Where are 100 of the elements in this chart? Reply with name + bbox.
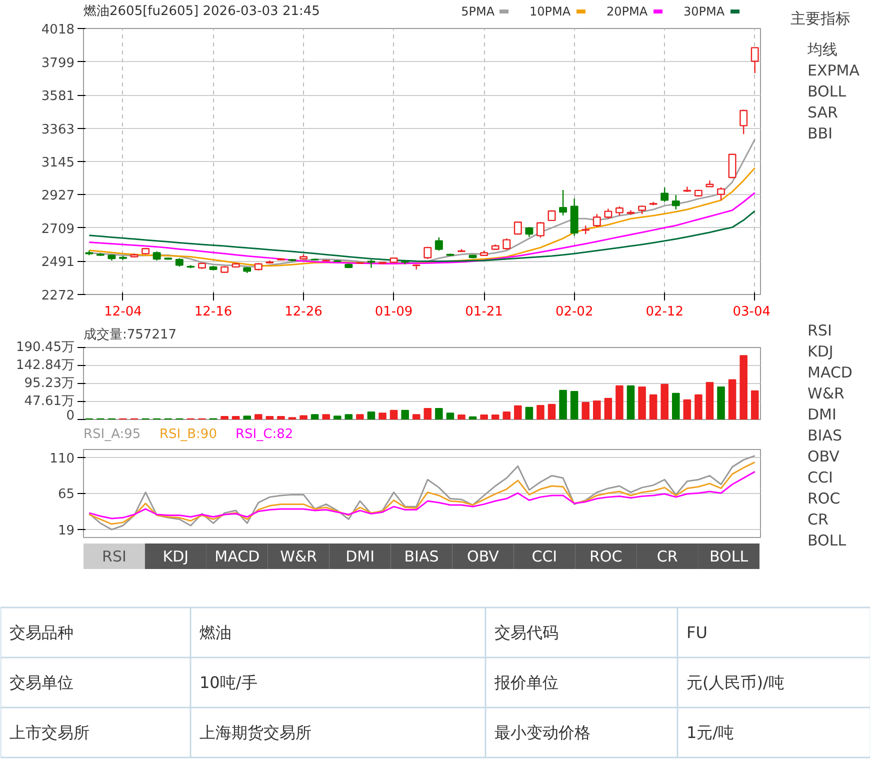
- y-tick-label: 3145: [41, 156, 75, 170]
- y-tick-label: 65: [58, 487, 75, 502]
- text: EXPMA: [808, 62, 860, 80]
- text: BIAS: [808, 426, 842, 444]
- y-tick-label: 4018: [41, 22, 75, 38]
- x-tick-label: 12-16: [194, 304, 232, 320]
- text: MACD: [808, 364, 852, 382]
- bar: [232, 416, 240, 420]
- y-tick-label: 2272: [41, 288, 75, 304]
- bar: [310, 414, 319, 420]
- bar: [740, 355, 748, 420]
- text: ROC: [808, 490, 840, 508]
- bar: [424, 408, 432, 420]
- candlestick: [615, 206, 624, 216]
- candlestick: [502, 238, 511, 250]
- bar: [390, 410, 398, 420]
- candlestick: [424, 246, 432, 260]
- text: 上海期货交易所: [200, 723, 312, 742]
- text: CCI: [808, 468, 833, 486]
- bar: [604, 398, 612, 420]
- bar: [502, 411, 511, 420]
- line-series: [88, 455, 756, 530]
- candlestick: [525, 226, 534, 238]
- y-tick-label: 19: [58, 524, 75, 539]
- bar: [412, 414, 420, 420]
- bar: [706, 382, 714, 420]
- y-tick-label: 0: [66, 408, 75, 424]
- bar: [378, 412, 386, 420]
- chart-title: 成交量:757217: [84, 326, 177, 342]
- bar: [660, 384, 668, 420]
- text: W&R: [808, 384, 844, 402]
- bar: [220, 416, 228, 420]
- bar: [254, 414, 262, 420]
- bar: [536, 405, 544, 420]
- bar: [694, 394, 702, 420]
- candlestick: [728, 153, 736, 179]
- bar: [728, 379, 736, 420]
- bar: [559, 390, 567, 420]
- text: 1元/吨: [686, 723, 734, 742]
- line-series: [88, 470, 756, 520]
- text: DMI: [346, 548, 375, 566]
- text: CR: [808, 510, 828, 528]
- candlestick: [660, 186, 669, 202]
- bar: [626, 385, 635, 420]
- bar: [356, 414, 364, 420]
- text: OBV: [467, 548, 500, 566]
- text: 10吨/手: [200, 673, 258, 692]
- text: 主要指标: [790, 10, 850, 28]
- text: RSI_C:82: [236, 427, 294, 442]
- bar: [243, 416, 251, 420]
- y-tick-label: 2709: [41, 222, 75, 237]
- y-tick-label: 190.45万: [16, 340, 75, 355]
- text: 交易代码: [494, 623, 558, 642]
- y-tick-label: 2491: [41, 255, 75, 270]
- bar: [593, 400, 601, 420]
- bar: [367, 411, 376, 420]
- bar: [333, 416, 342, 420]
- bar: [638, 386, 646, 420]
- candlestick: [536, 222, 544, 238]
- legend-label: 30PMA: [684, 4, 726, 18]
- y-tick-label: 3581: [41, 89, 75, 104]
- y-tick-label: 3799: [41, 56, 75, 71]
- x-tick-label: 01-21: [465, 304, 503, 320]
- y-tick-label: 110: [50, 451, 75, 466]
- legend-label: 20PMA: [606, 4, 648, 18]
- text: FU: [686, 623, 708, 642]
- text: SAR: [808, 104, 838, 122]
- text: RSI_A:95: [84, 427, 141, 442]
- candlestick: [592, 213, 601, 228]
- line-series: [88, 167, 756, 267]
- bar: [435, 408, 443, 420]
- bar: [672, 392, 680, 420]
- candlestick: [152, 250, 161, 262]
- text: OBV: [808, 448, 840, 466]
- bar: [277, 416, 285, 420]
- bar: [570, 391, 578, 420]
- text: CR: [656, 548, 678, 566]
- candlestick: [604, 208, 612, 220]
- bar: [266, 416, 274, 420]
- text: ROC: [590, 548, 622, 566]
- text: 上市交易所: [10, 723, 90, 742]
- text: 报价单位: [494, 673, 558, 692]
- bar: [344, 414, 353, 420]
- text: 均线: [806, 40, 838, 58]
- bar: [616, 385, 624, 420]
- y-tick-label: 3363: [41, 122, 75, 138]
- text: RSI: [808, 322, 832, 340]
- bar: [322, 414, 330, 420]
- y-tick-label: 142.84万: [16, 358, 75, 373]
- candlestick: [559, 189, 568, 216]
- text: RSI: [102, 548, 126, 566]
- text: KDJ: [162, 548, 189, 566]
- text: BIAS: [404, 548, 439, 566]
- candlestick: [434, 236, 443, 252]
- text: BOLL: [808, 82, 847, 100]
- bar: [458, 414, 466, 420]
- y-tick-label: 47.61万: [24, 394, 74, 409]
- x-tick-label: 12-26: [284, 304, 322, 320]
- bar: [717, 386, 725, 420]
- text: KDJ: [808, 342, 834, 360]
